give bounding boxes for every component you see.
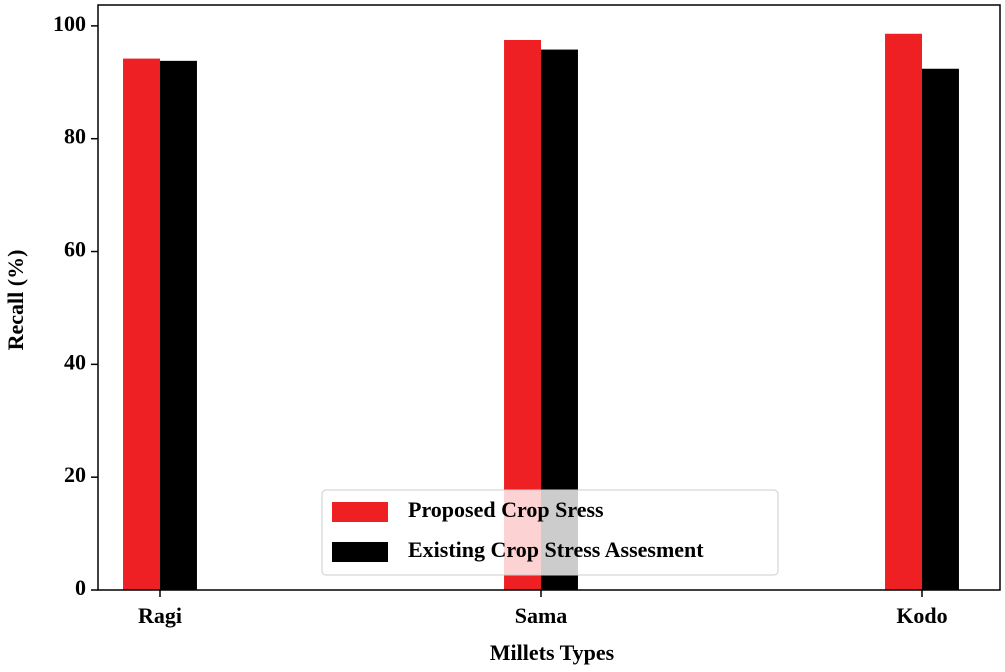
plot-frame	[97, 4, 1001, 591]
y-tick-label: 0	[75, 575, 86, 600]
legend-label: Existing Crop Stress Assesment	[408, 537, 704, 562]
bar	[885, 33, 922, 590]
legend: Proposed Crop Sress Existing Crop Stress …	[321, 489, 779, 576]
x-axis-label: Millets Types	[490, 640, 615, 665]
legend-swatch	[332, 542, 388, 562]
y-axis-label: Recall (%)	[3, 250, 28, 351]
y-tick-label: 80	[64, 124, 86, 149]
bar	[123, 58, 160, 590]
legend-label: Proposed Crop Sress	[408, 497, 604, 522]
legend-swatch	[332, 502, 388, 522]
y-tick-label: 60	[64, 237, 86, 262]
y-tick-label: 100	[53, 11, 86, 36]
bar	[922, 68, 959, 590]
y-tick-label: 40	[64, 349, 86, 374]
legend-box	[321, 489, 779, 576]
y-tick-label: 20	[64, 462, 86, 487]
x-tick-label: Sama	[515, 603, 568, 628]
x-tick-label: Ragi	[138, 603, 182, 628]
bar	[160, 60, 197, 590]
x-tick-label: Kodo	[896, 603, 947, 628]
